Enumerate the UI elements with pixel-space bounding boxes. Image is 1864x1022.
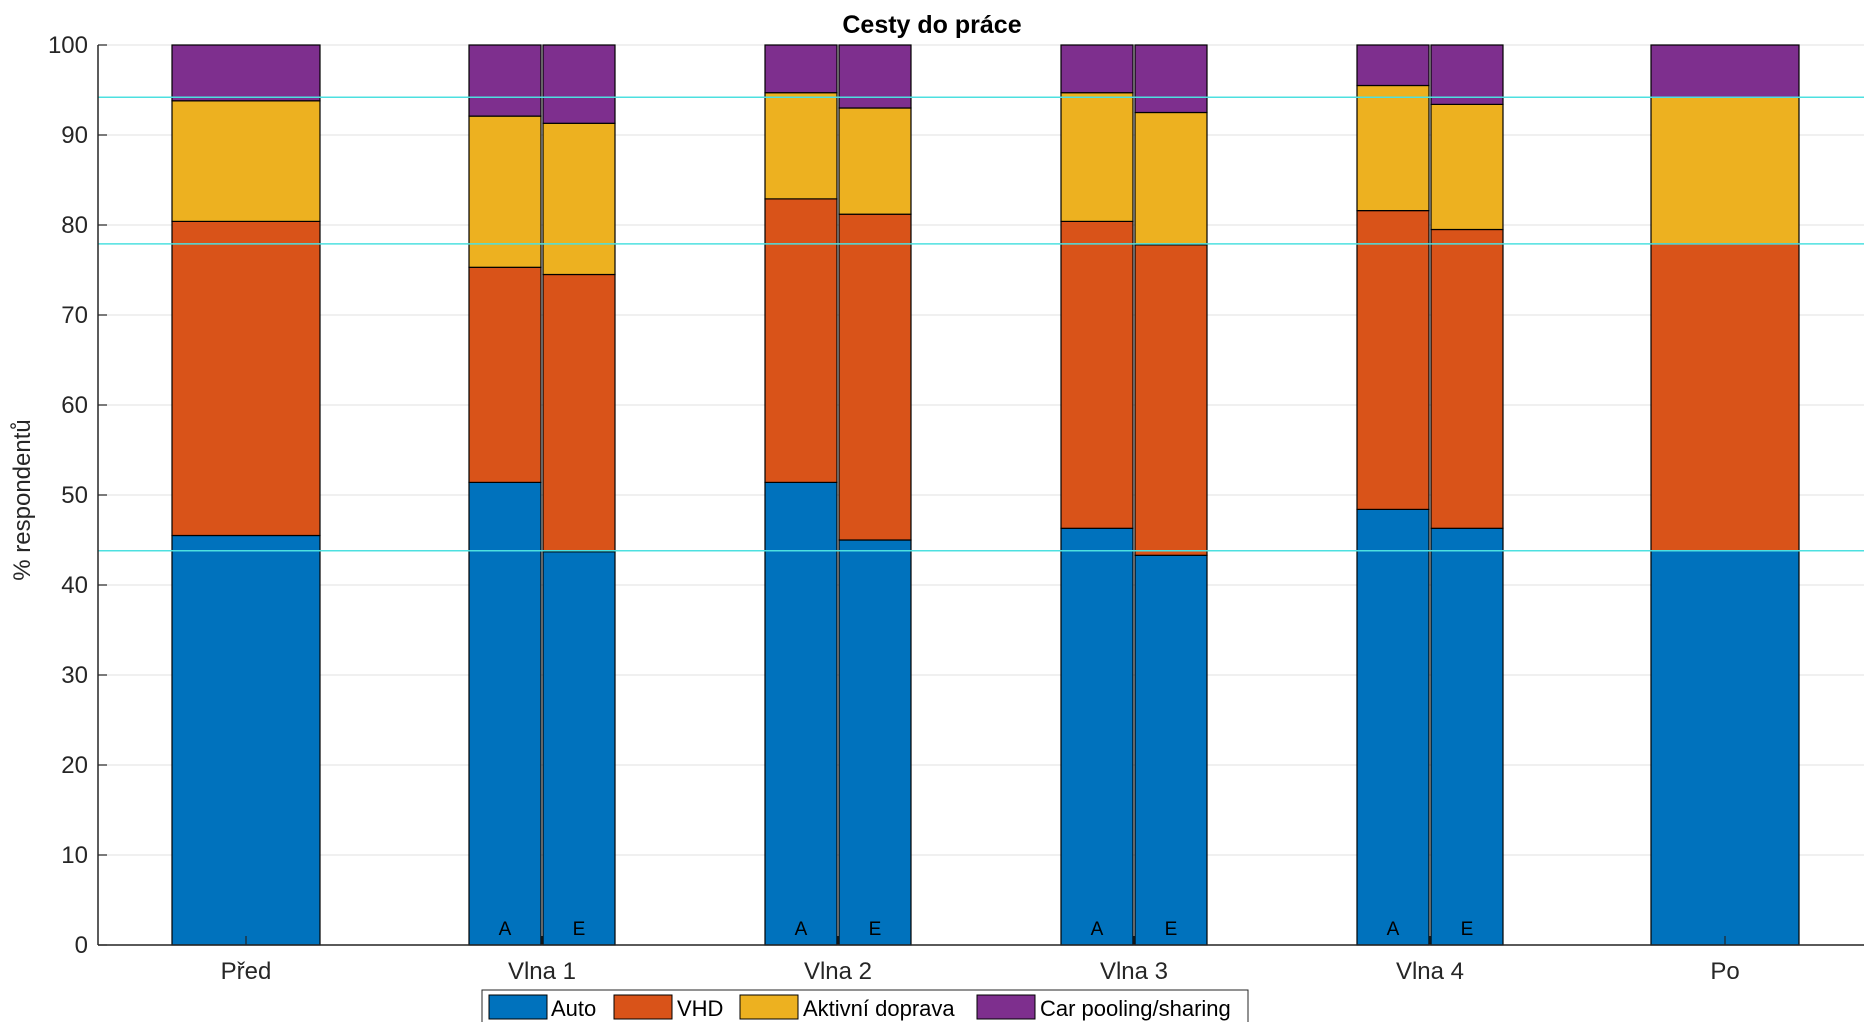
bar-segment-aktivni-doprava-7 bbox=[1356, 84, 1430, 212]
x-tick-label-0: Před bbox=[221, 958, 272, 985]
bar-segment-auto-4 bbox=[838, 539, 912, 946]
chart-title: Cesty do práce bbox=[842, 11, 1021, 39]
legend: Auto VHD Aktivní doprava Car pooling/sharin… bbox=[481, 989, 1249, 1022]
bar-tag-8: E bbox=[1461, 919, 1474, 940]
bar-segment-aktivni-doprava-6 bbox=[1134, 111, 1208, 246]
bar-tag-4: E bbox=[869, 919, 882, 940]
bar-segment-vhd-9 bbox=[1650, 243, 1800, 552]
legend-label-car-pooling: Car pooling/sharing bbox=[1040, 996, 1231, 1021]
bar-segment-auto-9 bbox=[1650, 550, 1800, 946]
bar-segment-aktivni-doprava-0 bbox=[171, 100, 321, 223]
bar-segment-vhd-3 bbox=[764, 198, 838, 483]
bar-segment-auto-0 bbox=[171, 534, 321, 946]
bar-tag-1: A bbox=[499, 919, 512, 940]
bar-segment-aktivni-doprava-8 bbox=[1430, 103, 1504, 231]
x-tick-label-3: Vlna 3 bbox=[1100, 958, 1168, 985]
bar-segment-vhd-7 bbox=[1356, 210, 1430, 510]
bar-segment-auto-5 bbox=[1060, 527, 1134, 946]
bar-segment-vhd-8 bbox=[1430, 228, 1504, 529]
y-tick-label-10: 100 bbox=[48, 32, 88, 59]
legend-label-vhd: VHD bbox=[677, 996, 723, 1021]
x-tick-label-1: Vlna 1 bbox=[508, 958, 576, 985]
bar-segment-auto-7 bbox=[1356, 508, 1430, 946]
bar-segment-aktivni-doprava-5 bbox=[1060, 92, 1134, 222]
bar-segment-auto-6 bbox=[1134, 554, 1208, 946]
gridlines bbox=[98, 44, 1864, 946]
bar-segment-aktivni-doprava-2 bbox=[542, 122, 616, 276]
bar-segment-vhd-4 bbox=[838, 213, 912, 541]
legend-swatch-auto bbox=[488, 994, 548, 1020]
y-tick-label-7: 70 bbox=[61, 302, 88, 329]
bar-tag-6: E bbox=[1165, 919, 1178, 940]
bar-segment-car-pooling-0 bbox=[171, 44, 321, 102]
bar-segment-car-pooling-1 bbox=[468, 44, 542, 117]
bar-segment-car-pooling-5 bbox=[1060, 44, 1134, 94]
x-tick-label-2: Vlna 2 bbox=[804, 958, 872, 985]
y-tick-label-8: 80 bbox=[61, 212, 88, 239]
x-tick-label-4: Vlna 4 bbox=[1396, 958, 1464, 985]
y-tick-label-6: 60 bbox=[61, 392, 88, 419]
y-tick-label-4: 40 bbox=[61, 572, 88, 599]
legend-swatch-car-pooling bbox=[976, 994, 1036, 1020]
bar-segment-vhd-0 bbox=[171, 220, 321, 537]
bar-segment-car-pooling-6 bbox=[1134, 44, 1208, 114]
bar-segment-car-pooling-8 bbox=[1430, 44, 1504, 106]
bar-segment-auto-1 bbox=[468, 481, 542, 946]
bar-segment-vhd-5 bbox=[1060, 220, 1134, 529]
y-tick-label-9: 90 bbox=[61, 122, 88, 149]
axes: 0 10 20 30 40 50 60 70 80 90 100 Před Vlna 1 Vlna 2 Vl… bbox=[48, 32, 1864, 985]
bar-segment-car-pooling-9 bbox=[1650, 44, 1800, 98]
bar-segment-car-pooling-3 bbox=[764, 44, 838, 94]
x-tick-label-5: Po bbox=[1710, 958, 1739, 985]
legend-swatch-vhd bbox=[613, 994, 673, 1020]
legend-label-aktivni-doprava: Aktivní doprava bbox=[803, 996, 955, 1021]
legend-label-auto: Auto bbox=[551, 996, 596, 1021]
bar-segment-vhd-6 bbox=[1134, 244, 1208, 556]
bar-segment-aktivni-doprava-3 bbox=[764, 92, 838, 200]
bar-tag-3: A bbox=[795, 919, 808, 940]
bar-segment-auto-3 bbox=[764, 481, 838, 946]
bar-tag-7: A bbox=[1387, 919, 1400, 940]
bar-segment-car-pooling-2 bbox=[542, 44, 616, 124]
bar-segment-car-pooling-4 bbox=[838, 44, 912, 109]
bar-segment-car-pooling-7 bbox=[1356, 44, 1430, 87]
bar-tag-5: A bbox=[1091, 919, 1104, 940]
y-tick-label-2: 20 bbox=[61, 752, 88, 779]
bar-segment-auto-2 bbox=[542, 551, 616, 946]
legend-swatch-aktivni-doprava bbox=[739, 994, 799, 1020]
bar-segment-auto-8 bbox=[1430, 527, 1504, 946]
y-axis-label: % respondentů bbox=[9, 419, 36, 580]
y-tick-label-5: 50 bbox=[61, 482, 88, 509]
y-tick-label-3: 30 bbox=[61, 662, 88, 689]
bar-segment-vhd-1 bbox=[468, 266, 542, 483]
y-tick-label-0: 0 bbox=[75, 932, 88, 959]
bar-tag-2: E bbox=[573, 919, 586, 940]
bar-segment-aktivni-doprava-4 bbox=[838, 107, 912, 215]
legend-box bbox=[481, 989, 1249, 1022]
reference-lines bbox=[98, 96, 1864, 552]
bar-segment-vhd-2 bbox=[542, 273, 616, 553]
bar-segment-aktivni-doprava-9 bbox=[1650, 96, 1800, 245]
y-tick-label-1: 10 bbox=[61, 842, 88, 869]
